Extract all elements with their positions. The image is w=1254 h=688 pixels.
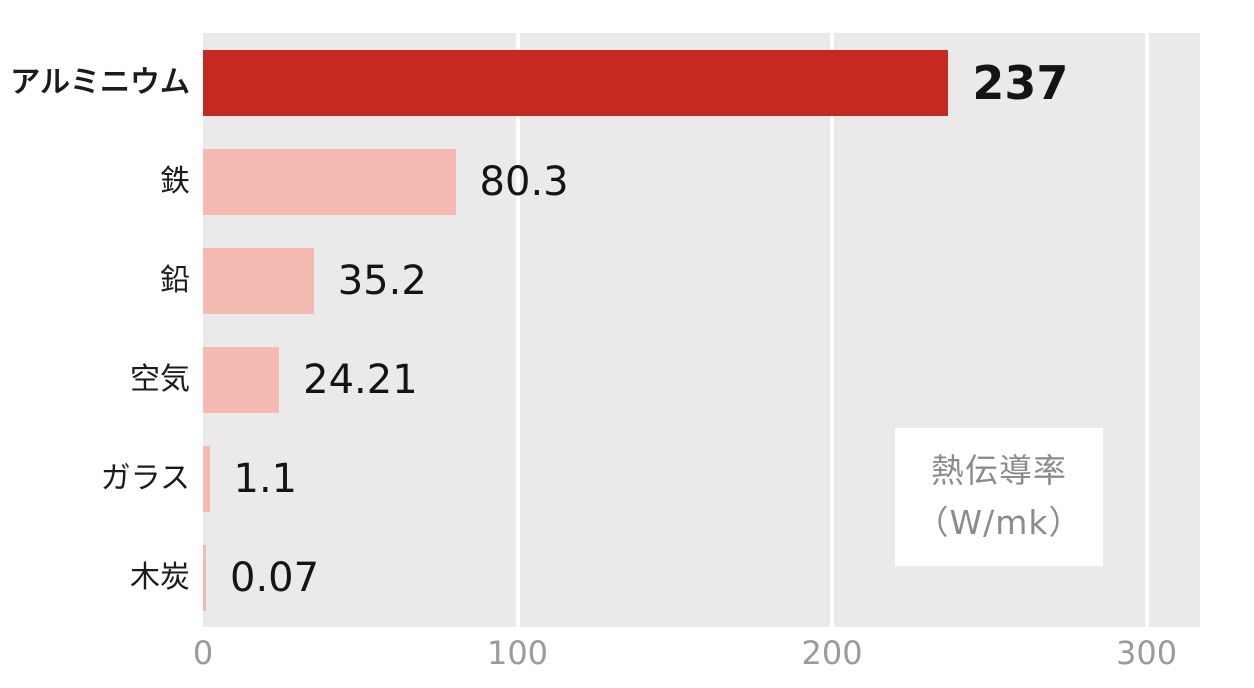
bar-row: 鉄 80.3	[0, 132, 1254, 231]
bar-row: 鉛 35.2	[0, 231, 1254, 330]
bar-highlight	[203, 49, 949, 116]
bar-normal	[203, 247, 314, 314]
category-label: 木炭	[130, 559, 190, 595]
value-label: 1.1	[233, 455, 298, 502]
value-label: 237	[972, 55, 1069, 110]
gridline-200	[830, 33, 835, 627]
legend-unit: （W/mk）	[915, 503, 1083, 542]
category-label: アルミニウム	[10, 64, 190, 100]
x-tick-label-100: 100	[486, 634, 549, 672]
bars-container: アルミニウム 237 鉄 80.3 鉛 35.2 空気 24.21 ガラス 1.1 木炭 0.07	[0, 33, 1254, 627]
plot-area: 熱伝導率 （W/mk）	[203, 33, 1200, 627]
bar-row: アルミニウム 237	[0, 33, 1254, 132]
gridline-300	[1144, 33, 1149, 627]
legend-box: 熱伝導率 （W/mk）	[895, 428, 1103, 566]
bar-row: ガラス 1.1	[0, 429, 1254, 528]
bar-normal	[203, 148, 456, 215]
x-tick-label-200: 200	[801, 634, 863, 672]
bar-normal	[203, 544, 206, 611]
category-label: 空気	[130, 361, 190, 397]
category-label: ガラス	[100, 460, 190, 496]
bar-row: 空気 24.21	[0, 330, 1254, 429]
value-label: 80.3	[479, 158, 569, 205]
gridline-100	[515, 33, 520, 627]
value-label: 24.21	[303, 356, 418, 403]
x-axis: 0 100 200 300	[0, 634, 1254, 674]
category-label: 鉛	[160, 262, 190, 298]
value-label: 0.07	[230, 554, 320, 601]
legend-title: 熱伝導率	[931, 451, 1067, 490]
bar-row: 木炭 0.07	[0, 528, 1254, 627]
x-tick-label-0: 0	[192, 634, 214, 672]
bar-normal	[203, 346, 280, 413]
value-label: 35.2	[337, 257, 427, 304]
x-tick-label-300: 300	[1115, 634, 1178, 672]
category-label: 鉄	[160, 163, 190, 199]
bar-normal	[203, 445, 210, 512]
